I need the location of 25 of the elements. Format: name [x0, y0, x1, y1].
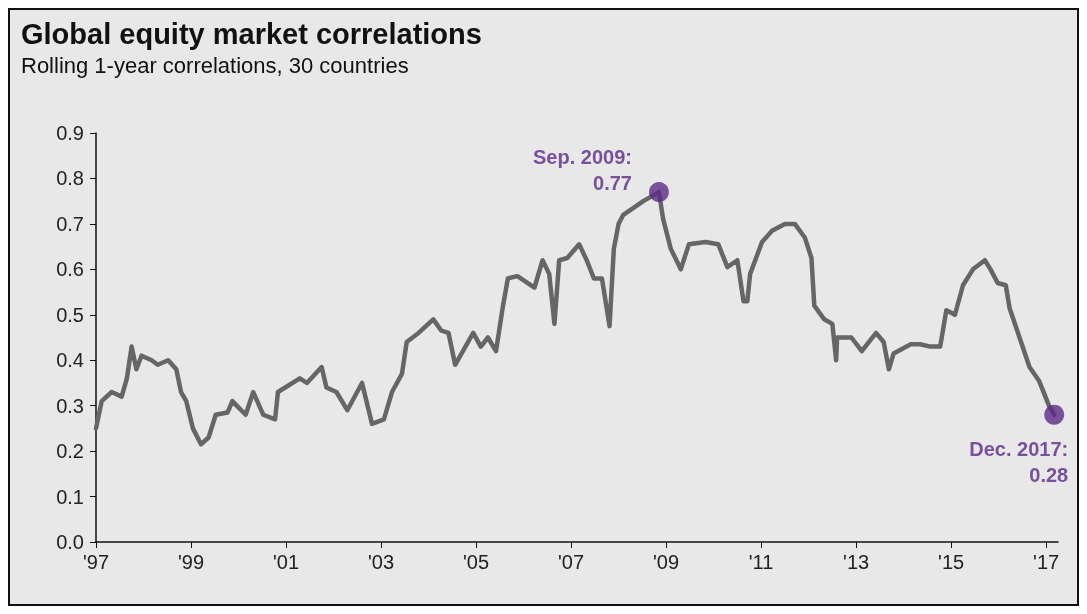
y-tick-label: 0.2 — [56, 440, 84, 463]
x-tick-label: '15 — [938, 551, 965, 573]
y-tick-label: 0.3 — [56, 394, 84, 417]
annotation: Dec. 2017: 0.28 — [969, 437, 1069, 486]
annotation: Sep. 2009: 0.77 — [532, 146, 632, 195]
x-tick-label: '11 — [748, 551, 774, 573]
x-tick-label: '07 — [558, 551, 585, 573]
x-tick-label: '03 — [368, 551, 395, 573]
x-tick-label: '09 — [653, 551, 680, 573]
x-tick-label: '05 — [463, 551, 490, 573]
y-tick-label: 0.9 — [56, 122, 84, 144]
y-tick-label: 0.0 — [56, 531, 84, 553]
chart-title: Global equity market correlations — [21, 17, 482, 50]
chart-subtitle: Rolling 1-year correlations, 30 countries — [21, 52, 409, 78]
x-tick-label: '01 — [272, 551, 300, 573]
x-tick-label: '17 — [1033, 551, 1060, 573]
x-tick-label: '99 — [177, 551, 205, 573]
y-tick-label: 0.6 — [56, 258, 84, 281]
y-tick-label: 0.5 — [56, 303, 84, 326]
y-tick-label: 0.1 — [56, 485, 84, 508]
x-tick-label: '97 — [82, 551, 110, 573]
x-tick-label: '13 — [843, 551, 870, 573]
y-tick-label: 0.8 — [56, 167, 84, 190]
y-tick-label: 0.4 — [56, 349, 84, 372]
y-tick-label: 0.7 — [56, 212, 84, 235]
